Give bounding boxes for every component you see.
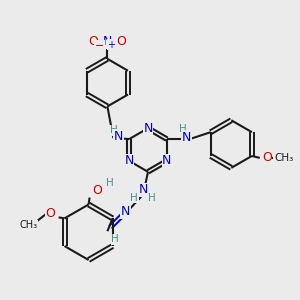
Text: O: O: [262, 152, 272, 164]
Text: O: O: [116, 34, 126, 47]
Text: −: −: [95, 41, 104, 51]
Text: H: H: [111, 234, 119, 244]
Text: H: H: [179, 124, 187, 134]
Text: O: O: [88, 34, 98, 47]
Text: N: N: [121, 205, 130, 218]
Text: N: N: [138, 183, 148, 196]
Text: CH₃: CH₃: [20, 220, 38, 230]
Text: +: +: [107, 40, 116, 50]
Text: H: H: [110, 125, 118, 135]
Text: H: H: [130, 193, 138, 202]
Text: N: N: [143, 122, 153, 135]
Text: N: N: [114, 130, 123, 142]
Text: CH₃: CH₃: [274, 153, 293, 163]
Text: N: N: [162, 154, 172, 167]
Text: H: H: [106, 178, 113, 188]
Text: N: N: [124, 154, 134, 167]
Text: O: O: [46, 207, 56, 220]
Text: O: O: [93, 184, 102, 197]
Text: N: N: [103, 34, 112, 47]
Text: N: N: [182, 130, 191, 144]
Text: H: H: [148, 193, 156, 202]
